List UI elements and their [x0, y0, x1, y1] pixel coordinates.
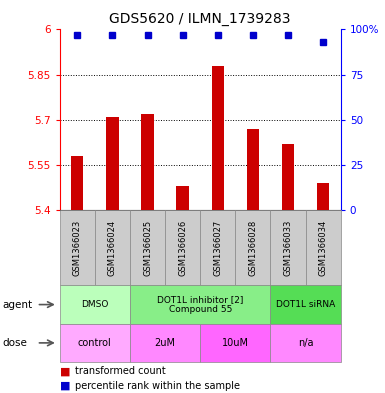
Text: DMSO: DMSO — [81, 300, 109, 309]
Text: ■: ■ — [60, 366, 70, 376]
Text: GSM1366026: GSM1366026 — [178, 219, 187, 276]
Text: percentile rank within the sample: percentile rank within the sample — [75, 381, 240, 391]
Text: GSM1366034: GSM1366034 — [319, 219, 328, 276]
Bar — [106, 117, 119, 210]
Text: dose: dose — [2, 338, 27, 348]
Text: control: control — [78, 338, 112, 348]
Text: ■: ■ — [60, 381, 70, 391]
Text: DOT1L inhibitor [2]
Compound 55: DOT1L inhibitor [2] Compound 55 — [157, 295, 243, 314]
Bar — [176, 186, 189, 210]
Bar — [212, 66, 224, 210]
Text: transformed count: transformed count — [75, 366, 166, 376]
Bar — [141, 114, 154, 210]
Text: GSM1366028: GSM1366028 — [248, 219, 258, 276]
Text: GSM1366033: GSM1366033 — [283, 219, 293, 276]
Bar — [282, 144, 294, 210]
Text: GSM1366027: GSM1366027 — [213, 219, 222, 276]
Text: GSM1366024: GSM1366024 — [108, 220, 117, 275]
Bar — [317, 183, 329, 210]
Text: GSM1366025: GSM1366025 — [143, 220, 152, 275]
Title: GDS5620 / ILMN_1739283: GDS5620 / ILMN_1739283 — [109, 12, 291, 26]
Text: agent: agent — [2, 299, 32, 310]
Text: n/a: n/a — [298, 338, 313, 348]
Text: 10uM: 10uM — [222, 338, 249, 348]
Bar — [71, 156, 84, 210]
Text: 2uM: 2uM — [154, 338, 176, 348]
Text: DOT1L siRNA: DOT1L siRNA — [276, 300, 335, 309]
Text: GSM1366023: GSM1366023 — [73, 219, 82, 276]
Bar — [247, 129, 259, 210]
